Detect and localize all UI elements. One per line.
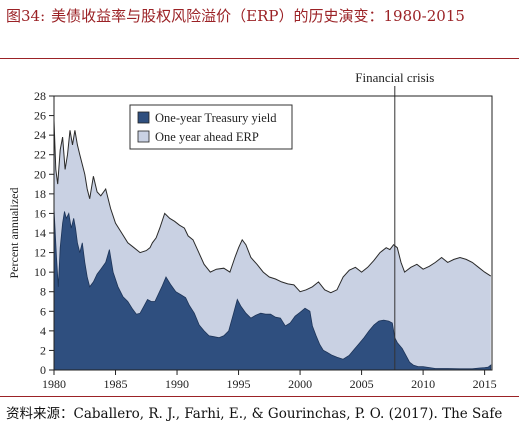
- y-tick-label: 4: [40, 324, 46, 338]
- source-note: 资料来源：Caballero, R. J., Farhi, E., & Gour…: [6, 406, 503, 422]
- y-tick-label: 26: [34, 109, 46, 123]
- financial-crisis-label: Financial crisis: [355, 70, 434, 85]
- y-axis-label: Percent annualized: [7, 188, 21, 279]
- x-tick-label: 1980: [42, 377, 66, 391]
- source-rule: [0, 396, 519, 397]
- legend-swatch-erp: [137, 130, 150, 143]
- y-tick-label: 12: [34, 246, 46, 260]
- treasury-area: [54, 208, 492, 370]
- x-tick-label: 1985: [104, 377, 128, 391]
- caption-rule: [0, 58, 519, 59]
- figure-number: 图34:: [6, 7, 46, 25]
- y-tick-label: 22: [34, 148, 46, 162]
- chart: Financial crisis 02468101214161820222426…: [7, 70, 497, 391]
- legend-box: [129, 104, 293, 150]
- figure-title: 美债收益率与股权风险溢价（ERP）的历史演变：1980-2015: [51, 7, 465, 25]
- y-tick-label: 16: [34, 206, 46, 220]
- legend-swatch-treasury: [137, 111, 150, 124]
- y-tick-label: 20: [34, 167, 46, 181]
- y-tick-label: 14: [34, 226, 46, 240]
- y-tick-label: 0: [40, 363, 46, 377]
- legend: One-year Treasury yield One year ahead E…: [129, 104, 293, 150]
- y-tick-label: 28: [34, 89, 46, 103]
- legend-label-erp: One year ahead ERP: [155, 130, 259, 144]
- y-tick-label: 6: [40, 304, 46, 318]
- y-tick-label: 24: [34, 128, 46, 142]
- y-tick-label: 18: [34, 187, 46, 201]
- figure-caption: 图34: 美债收益率与股权风险溢价（ERP）的历史演变：1980-2015: [6, 3, 514, 29]
- y-tick-label: 8: [40, 285, 46, 299]
- x-tick-label: 1990: [165, 377, 189, 391]
- legend-label-treasury: One-year Treasury yield: [155, 111, 277, 125]
- y-tick-label: 10: [34, 265, 46, 279]
- x-tick-label: 2000: [288, 377, 312, 391]
- y-tick-label: 2: [40, 343, 46, 357]
- x-tick-label: 2005: [350, 377, 374, 391]
- x-tick-label: 2015: [473, 377, 497, 391]
- x-tick-label: 2010: [411, 377, 435, 391]
- x-tick-label: 1995: [227, 377, 251, 391]
- erp-line: [54, 120, 492, 294]
